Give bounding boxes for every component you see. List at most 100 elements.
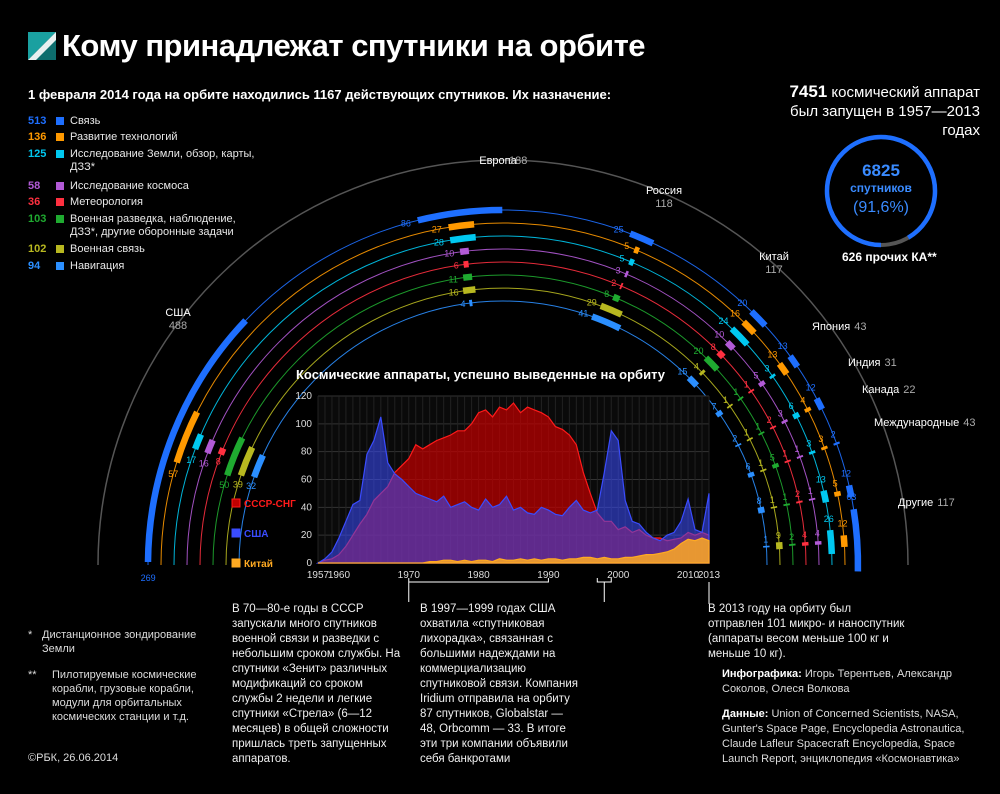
arc-value-label: 1 <box>755 421 760 431</box>
arc-value-label: 8 <box>604 289 609 299</box>
country-total: 43 <box>963 417 975 429</box>
chart-legend-label: Китай <box>244 559 273 570</box>
arc-value-label: 6 <box>745 462 750 472</box>
arc-value-label: 13 <box>816 475 826 485</box>
country-purpose-arc <box>628 258 635 267</box>
country-purpose-arc <box>734 443 742 448</box>
x-tick-label: 1990 <box>537 570 560 581</box>
credits: Инфографика: Игорь Терентьев, Александр … <box>722 667 982 767</box>
country-purpose-arc <box>813 397 825 411</box>
callout-bracket <box>408 578 549 602</box>
satellites-label: спутников <box>850 181 912 195</box>
arc-value-label: 1 <box>723 395 728 405</box>
arc-value-label: 16 <box>730 309 740 319</box>
country-purpose-arc <box>804 406 812 413</box>
arc-value-label: 20 <box>737 298 747 308</box>
legend-count: 125 <box>28 148 47 160</box>
country-purpose-arc <box>796 454 804 459</box>
arc-value-label: 2 <box>767 415 772 425</box>
country-total: 43 <box>854 321 866 333</box>
arc-value-label: 4 <box>800 396 805 406</box>
country-name: Европа <box>479 155 517 167</box>
country-purpose-arc <box>590 313 622 332</box>
country-name: Индия <box>848 357 881 369</box>
authors: Игорь Терентьев, Александр Соколов, Олес… <box>722 668 953 695</box>
country-purpose-arc <box>629 230 655 247</box>
country-purpose-arc <box>840 535 848 548</box>
arc-value-label: 5 <box>753 371 758 381</box>
legend-count: 136 <box>28 131 47 143</box>
arc-value-label: 29 <box>587 298 597 308</box>
legend-item: 103 Военная разведка, наблюдение, ДЗЗ*, д… <box>28 213 268 243</box>
series-area <box>318 537 710 564</box>
arc-value-label: 5 <box>619 253 624 263</box>
arc-value-label: 4 <box>802 530 807 540</box>
chart-title: Космические аппараты, успешно выведенные… <box>296 367 666 382</box>
arc-value-label: 9 <box>776 531 781 541</box>
country-name: США <box>165 307 191 319</box>
legend-item: 136 Развитие технологий <box>28 131 268 161</box>
country-purpose-arc <box>833 441 841 446</box>
others-label: прочих КА** <box>862 250 937 264</box>
arc-value-label: 5 <box>624 241 629 251</box>
country-purpose-arc <box>792 411 801 420</box>
arc-value-label: 2 <box>795 489 800 499</box>
country-purpose-arc <box>462 286 476 295</box>
annotation-ussr: В 70—80-е годы в СССР запускали много сп… <box>232 603 401 765</box>
country-purpose-arc <box>449 233 476 244</box>
arc-value-label: 3 <box>778 409 783 419</box>
country-purpose-arc <box>599 302 623 318</box>
country-purpose-arc <box>757 506 765 514</box>
y-tick-label: 80 <box>301 447 313 458</box>
launched-line1: космический аппарат <box>827 84 980 101</box>
chart-legend-label: США <box>244 529 269 540</box>
arc-value-label: 2 <box>831 430 836 440</box>
legend-swatch <box>56 133 64 141</box>
arc-value-label: 13 <box>767 349 777 359</box>
arc-value-label: 12 <box>841 468 851 478</box>
country-purpose-arc <box>224 436 246 477</box>
country-purpose-arc <box>820 445 828 451</box>
country-name: Япония <box>812 321 850 333</box>
series-area <box>315 416 710 564</box>
legend-swatch <box>56 150 64 158</box>
country-purpose-arc <box>776 361 790 376</box>
country-purpose-arc <box>726 403 734 409</box>
arc-value-label: 27 <box>432 225 442 235</box>
country-purpose-arc <box>624 270 629 278</box>
legend-count: 103 <box>28 213 47 225</box>
country-purpose-arc <box>686 375 700 388</box>
arc-value-label: 3 <box>818 434 823 444</box>
y-tick-label: 60 <box>301 475 313 486</box>
chart-legend-label: СССР-СНГ <box>244 499 296 510</box>
country-purpose-arc <box>747 388 755 394</box>
legend-label: Развитие технологий <box>70 131 178 143</box>
country-purpose-arc <box>417 206 503 224</box>
arc-value-label: 1 <box>744 428 749 438</box>
country-purpose-arc <box>826 529 836 555</box>
legend-swatch <box>56 245 64 253</box>
arc-value-label: 5 <box>770 452 775 462</box>
legend-item: 94 Навигация <box>28 260 268 290</box>
arc-value-label: 2 <box>789 532 794 542</box>
country-purpose-arc <box>758 431 765 436</box>
arc-value-label: 24 <box>718 316 728 326</box>
arc-value-label: 32 <box>246 481 256 491</box>
x-tick-label: 1970 <box>398 570 421 581</box>
arc-value-label: 28 <box>434 237 444 247</box>
country-purpose-arc <box>746 436 754 442</box>
arc-value-label: 26 <box>824 514 834 524</box>
chart-legend-swatch <box>231 558 241 568</box>
arc-value-label: 12 <box>806 383 816 393</box>
country-purpose-arc <box>833 490 842 497</box>
arc-value-label: 1 <box>744 380 749 390</box>
country-name: Другие <box>898 497 933 509</box>
arc-value-label: 20 <box>693 346 703 356</box>
x-tick-label: 1957 <box>307 570 330 581</box>
arc-value-label: 2 <box>611 278 616 288</box>
arc-value-label: 1 <box>770 495 775 505</box>
satellites-share: (91,6%) <box>853 199 909 216</box>
x-tick-label: 1960 <box>328 570 351 581</box>
